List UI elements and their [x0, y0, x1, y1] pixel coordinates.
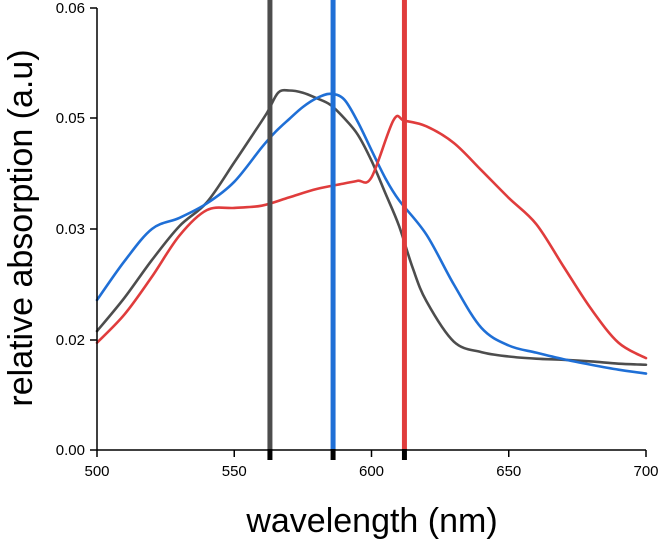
- x-axis-label: wavelength (nm): [245, 502, 497, 540]
- x-tick-label: 600: [359, 463, 384, 480]
- y-tick-label: 0.00: [56, 442, 85, 459]
- peak-markers: [267, 0, 407, 450]
- y-tick-label: 0.06: [56, 0, 85, 17]
- series-line-2: [95, 92, 648, 375]
- ticks: 500 550 600 650 700 0.00 0.02 0.03 0.05 0.06: [56, 0, 659, 480]
- series-line-3: [95, 114, 648, 360]
- series-lines: [95, 88, 648, 375]
- y-axis-label: relative absorption (a.u): [2, 49, 40, 406]
- x-tick-label: 700: [633, 463, 658, 480]
- y-tick-label: 0.05: [56, 110, 85, 127]
- x-tick-label: 500: [84, 463, 109, 480]
- x-tick-label: 650: [496, 463, 521, 480]
- series-line-1: [95, 88, 648, 367]
- y-tick-label: 0.02: [56, 332, 85, 349]
- axes: [96, 8, 646, 451]
- x-tick-label: 550: [222, 463, 247, 480]
- y-tick-label: 0.03: [56, 221, 85, 238]
